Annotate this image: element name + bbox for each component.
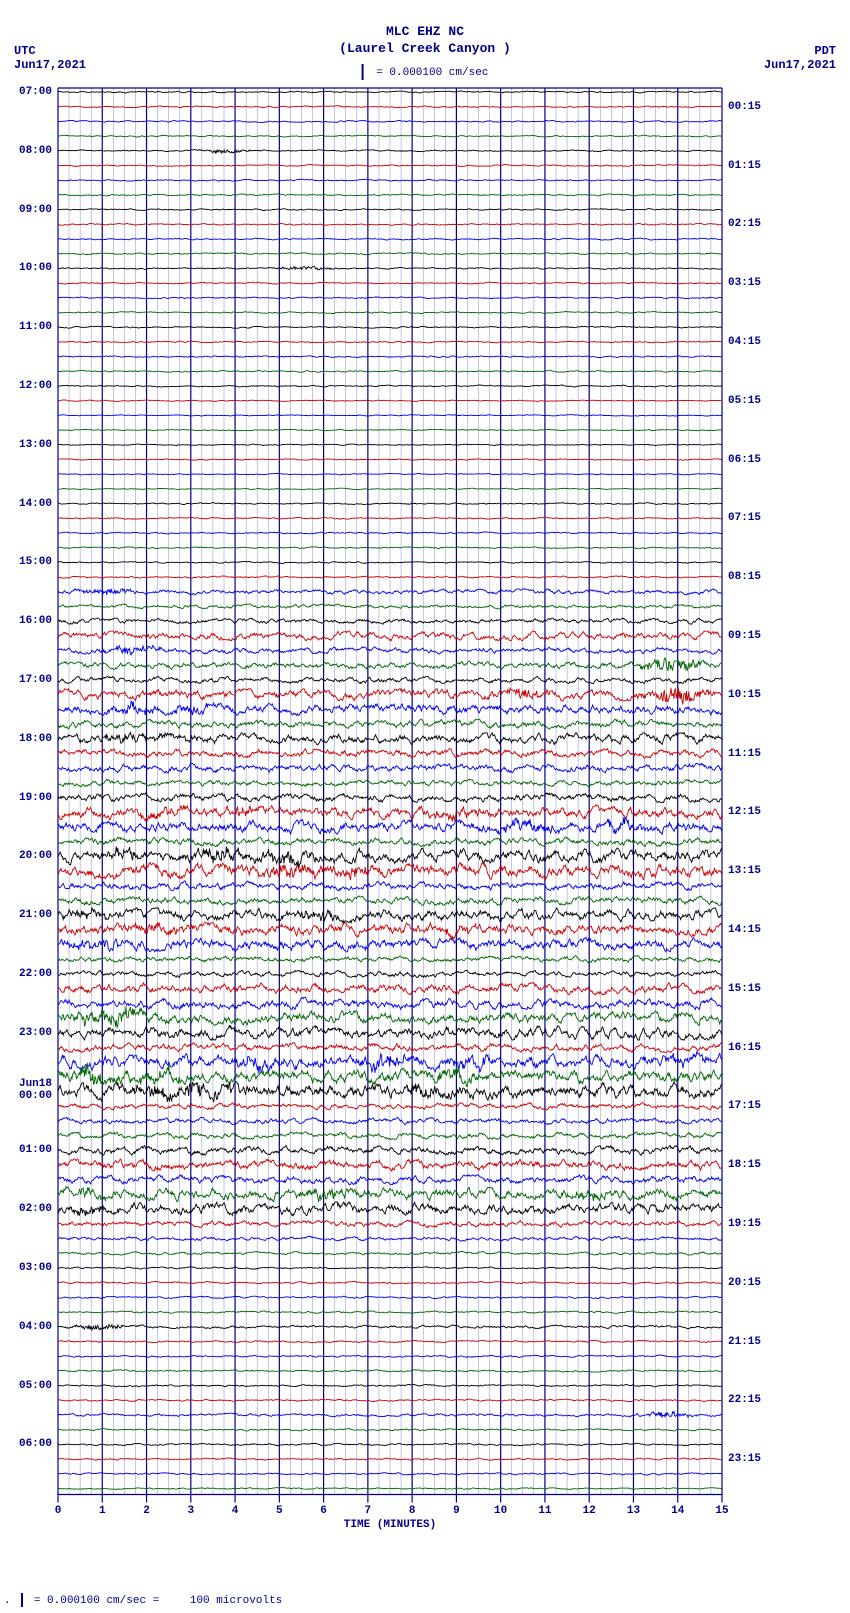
pdt-time-label: 05:15 xyxy=(728,395,828,407)
x-tick-label: 8 xyxy=(400,1505,424,1517)
pdt-time-label: 23:15 xyxy=(728,1453,828,1465)
utc-time-label: 20:00 xyxy=(0,850,52,862)
x-tick-label: 10 xyxy=(489,1505,513,1517)
x-tick-label: 14 xyxy=(666,1505,690,1517)
chart-header: MLC EHZ NC (Laurel Creek Canyon ) xyxy=(0,24,850,56)
x-tick-label: 7 xyxy=(356,1505,380,1517)
pdt-time-label: 00:15 xyxy=(728,101,828,113)
pdt-time-label: 06:15 xyxy=(728,454,828,466)
utc-time-label: 21:00 xyxy=(0,909,52,921)
pdt-time-label: 19:15 xyxy=(728,1218,828,1230)
helicorder-plot: 07:0008:0009:0010:0011:0012:0013:0014:00… xyxy=(58,88,722,1526)
utc-time-label: 09:00 xyxy=(0,204,52,216)
footer-bar-icon xyxy=(21,1593,23,1607)
utc-time-label: 18:00 xyxy=(0,733,52,745)
x-tick-label: 4 xyxy=(223,1505,247,1517)
pdt-date-label: PDT Jun17,2021 xyxy=(764,44,836,73)
scale-bar-icon xyxy=(362,64,364,80)
utc-time-label: 08:00 xyxy=(0,145,52,157)
station-name: (Laurel Creek Canyon ) xyxy=(0,41,850,56)
footer-left: = 0.000100 cm/sec = xyxy=(34,1595,159,1607)
pdt-time-label: 15:15 xyxy=(728,983,828,995)
pdt-time-label: 12:15 xyxy=(728,806,828,818)
pdt-time-label: 13:15 xyxy=(728,865,828,877)
x-tick-label: 12 xyxy=(577,1505,601,1517)
pdt-time-label: 16:15 xyxy=(728,1042,828,1054)
utc-time-label: 15:00 xyxy=(0,556,52,568)
utc-time-label: 11:00 xyxy=(0,321,52,333)
x-tick-label: 13 xyxy=(621,1505,645,1517)
scale-text: = 0.000100 cm/sec xyxy=(376,67,488,79)
pdt-time-label: 02:15 xyxy=(728,218,828,230)
pdt-time-label: 09:15 xyxy=(728,630,828,642)
utc-time-label: 19:00 xyxy=(0,792,52,804)
utc-time-label: 10:00 xyxy=(0,262,52,274)
pdt-time-label: 22:15 xyxy=(728,1394,828,1406)
pdt-time-label: 03:15 xyxy=(728,277,828,289)
utc-time-label: 17:00 xyxy=(0,674,52,686)
x-tick-label: 15 xyxy=(710,1505,734,1517)
x-tick-label: 6 xyxy=(312,1505,336,1517)
pdt-time-label: 08:15 xyxy=(728,571,828,583)
x-tick-label: 3 xyxy=(179,1505,203,1517)
x-axis-title: TIME (MINUTES) xyxy=(58,1519,722,1531)
x-tick-label: 11 xyxy=(533,1505,557,1517)
pdt-time-label: 11:15 xyxy=(728,748,828,760)
footer-right: 100 microvolts xyxy=(190,1595,282,1607)
utc-time-label: 14:00 xyxy=(0,498,52,510)
utc-time-label: 12:00 xyxy=(0,380,52,392)
x-tick-label: 5 xyxy=(267,1505,291,1517)
utc-time-label: 02:00 xyxy=(0,1203,52,1215)
x-tick-label: 0 xyxy=(46,1505,70,1517)
pdt-time-label: 21:15 xyxy=(728,1336,828,1348)
utc-time-label: Jun1800:00 xyxy=(0,1078,52,1102)
utc-date-label: UTC Jun17,2021 xyxy=(14,44,86,73)
pdt-time-label: 20:15 xyxy=(728,1277,828,1289)
scale-indicator: = 0.000100 cm/sec xyxy=(362,64,489,80)
utc-time-label: 06:00 xyxy=(0,1438,52,1450)
pdt-time-label: 07:15 xyxy=(728,512,828,524)
pdt-time-label: 01:15 xyxy=(728,160,828,172)
pdt-time-label: 18:15 xyxy=(728,1159,828,1171)
footer-scale: . = 0.000100 cm/sec = 100 microvolts xyxy=(4,1593,282,1607)
utc-time-label: 16:00 xyxy=(0,615,52,627)
x-tick-label: 9 xyxy=(444,1505,468,1517)
utc-time-label: 03:00 xyxy=(0,1262,52,1274)
footer-prefix: . xyxy=(4,1595,11,1607)
station-code: MLC EHZ NC xyxy=(0,24,850,39)
pdt-time-label: 14:15 xyxy=(728,924,828,936)
pdt-time-label: 04:15 xyxy=(728,336,828,348)
utc-time-label: 07:00 xyxy=(0,86,52,98)
x-tick-label: 2 xyxy=(135,1505,159,1517)
utc-time-label: 04:00 xyxy=(0,1321,52,1333)
pdt-time-label: 17:15 xyxy=(728,1100,828,1112)
utc-time-label: 22:00 xyxy=(0,968,52,980)
utc-time-label: 23:00 xyxy=(0,1027,52,1039)
x-tick-label: 1 xyxy=(90,1505,114,1517)
utc-time-label: 01:00 xyxy=(0,1144,52,1156)
utc-time-label: 13:00 xyxy=(0,439,52,451)
utc-time-label: 05:00 xyxy=(0,1380,52,1392)
pdt-time-label: 10:15 xyxy=(728,689,828,701)
